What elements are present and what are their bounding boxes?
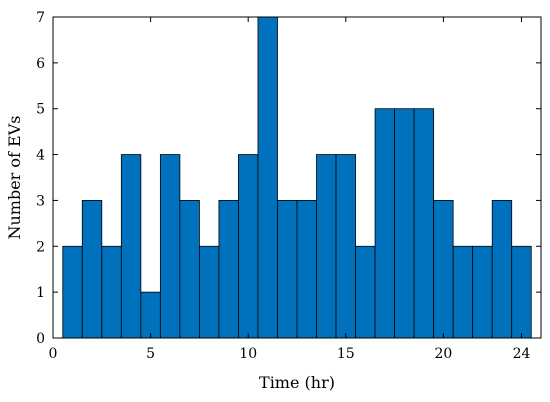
histogram-bar (277, 200, 298, 339)
y-axis-label: Number of EVs (5, 115, 24, 239)
x-tick-label: 0 (49, 346, 58, 362)
histogram-bar (238, 154, 259, 339)
histogram-bar (81, 200, 103, 339)
histogram-bar (355, 245, 376, 339)
histogram-bar (316, 154, 337, 339)
histogram-bar (101, 245, 122, 339)
histogram-bar (140, 291, 161, 339)
x-axis-label: Time (hr) (259, 373, 335, 392)
x-tick-label: 10 (239, 346, 257, 362)
y-tick-label: 7 (36, 10, 45, 26)
histogram-bar (374, 108, 395, 339)
x-tick-label: 20 (434, 346, 452, 362)
axes-box (52, 16, 542, 339)
y-tick-label: 0 (36, 331, 45, 347)
x-axis-ticks: 0 5 10 15 20 24 (49, 17, 531, 362)
y-axis-ticks: 0 1 2 3 4 5 6 7 (36, 10, 541, 347)
y-tick-label: 1 (36, 285, 45, 301)
bars-group (62, 16, 532, 339)
histogram-bar (159, 154, 181, 339)
histogram-bar (472, 245, 493, 339)
histogram-bar (433, 200, 454, 339)
histogram-bar (120, 154, 142, 339)
x-tick-label: 24 (513, 346, 531, 362)
histogram-bar (296, 200, 317, 339)
histogram-bar (491, 200, 513, 339)
histogram-bar (335, 154, 356, 339)
histogram-bar (179, 200, 200, 339)
x-tick-label: 15 (337, 346, 355, 362)
histogram-bar (257, 16, 278, 339)
y-tick-label: 6 (36, 56, 45, 72)
histogram-bar (62, 245, 83, 339)
histogram-bar (452, 245, 474, 339)
histogram-bar (218, 200, 239, 339)
y-tick-label: 5 (36, 102, 45, 118)
histogram-bar (394, 108, 415, 339)
histogram-bar (511, 245, 532, 339)
y-tick-label: 2 (36, 239, 45, 255)
histogram-bar (413, 108, 435, 339)
histogram-bar (198, 245, 220, 339)
y-tick-label: 4 (36, 148, 45, 164)
y-tick-label: 3 (36, 193, 45, 209)
x-tick-label: 5 (146, 346, 155, 362)
